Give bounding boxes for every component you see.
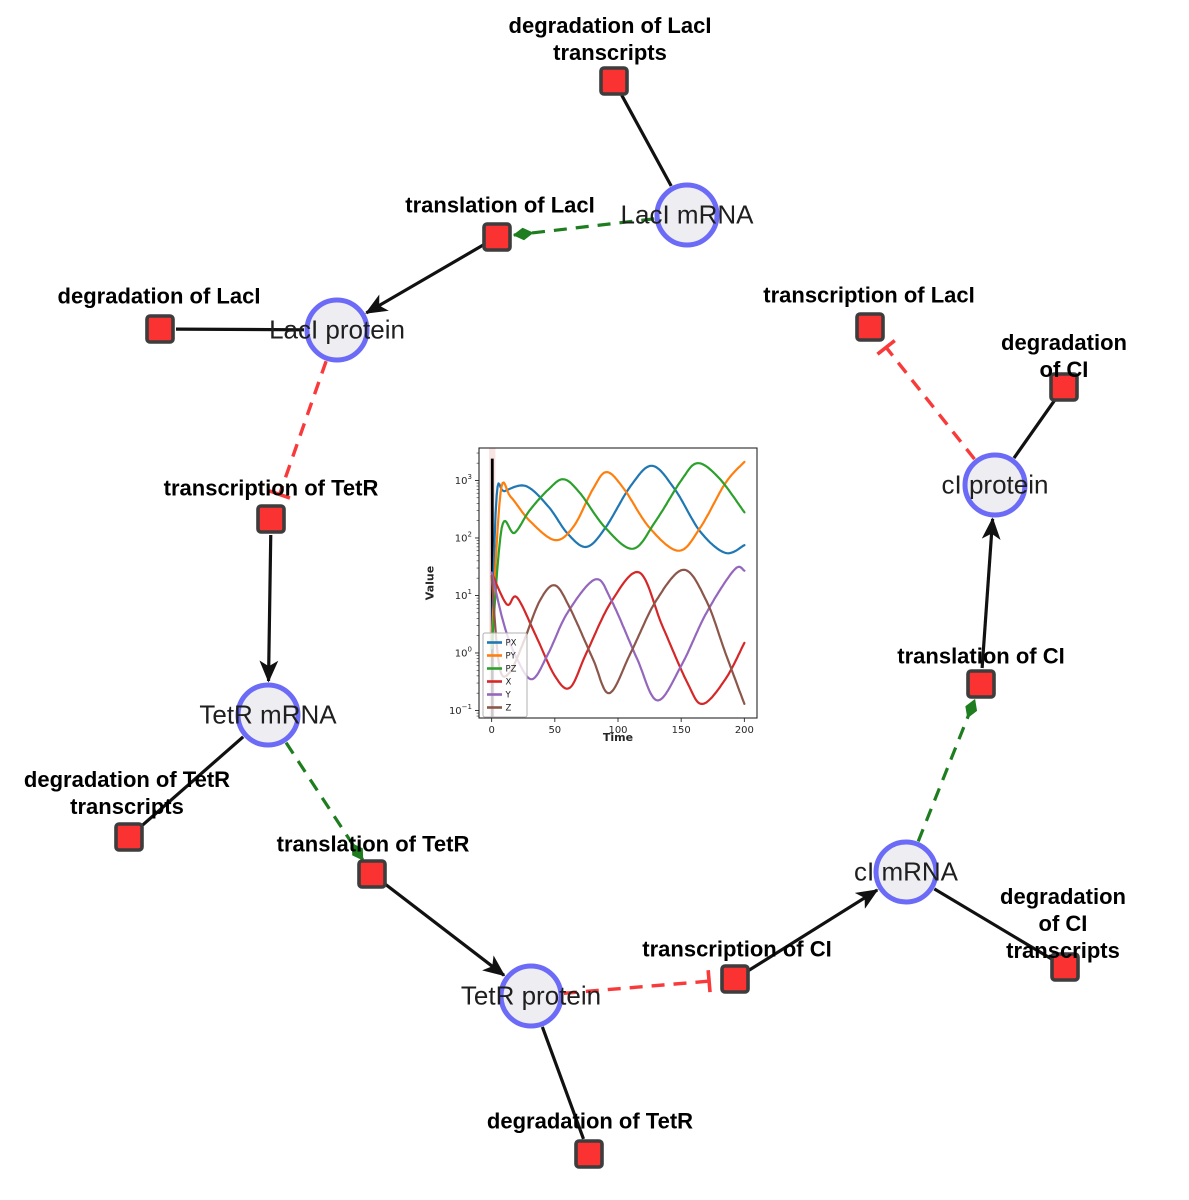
legend-label-PX: PX bbox=[506, 639, 517, 649]
legend-label-PZ: PZ bbox=[506, 665, 517, 675]
svg-text:103: 103 bbox=[455, 473, 472, 487]
reaction-node-translation-laci[interactable] bbox=[482, 222, 512, 252]
node-layer bbox=[114, 66, 1080, 1169]
svg-text:50: 50 bbox=[548, 725, 561, 736]
reaction-node-deg-tetr-transcripts[interactable] bbox=[114, 822, 144, 852]
reaction-node-translation-tetr[interactable] bbox=[357, 859, 387, 889]
inhibition-tee-transcription-tetr bbox=[268, 489, 291, 500]
species-node-laci-protein[interactable] bbox=[304, 297, 370, 363]
simulation-inset-plot: 0 50 100 150 200 10−1 100 101 102 103 PX PY PZ X Y Z Ti… bbox=[424, 436, 769, 766]
edge-modifier-tetr-mrna-to-translation-tetr bbox=[284, 741, 365, 861]
species-node-laci-mrna[interactable] bbox=[654, 182, 720, 248]
species-node-ci-protein[interactable] bbox=[962, 452, 1028, 518]
edge-inhibition-laci-protein-to-transcription-tetr bbox=[277, 360, 328, 496]
series-line-X bbox=[490, 570, 746, 705]
species-node-ci-mrna[interactable] bbox=[873, 839, 939, 905]
edge-modifier-ci-mrna-to-translation-ci bbox=[916, 698, 978, 842]
reaction-node-transcription-laci[interactable] bbox=[855, 312, 885, 342]
reaction-node-deg-laci-transcripts[interactable] bbox=[599, 66, 629, 96]
edge-production-translation-laci-to-laci-protein bbox=[365, 243, 484, 315]
chart-canvas: 0 50 100 150 200 10−1 100 101 102 103 PX PY PZ XYZ bbox=[449, 447, 758, 736]
series-line-Y bbox=[490, 565, 746, 702]
series-line-Z bbox=[490, 568, 746, 705]
chart-xlabel: Time bbox=[602, 731, 634, 744]
edge-consumption-laci-protein-to-deg-laci bbox=[175, 327, 305, 332]
edge-inhibition-ci-protein-to-transcription-laci bbox=[884, 346, 976, 461]
edge-production-transcription-tetr-to-tetr-mrna bbox=[259, 534, 279, 683]
edge-production-transcription-ci-to-ci-mrna bbox=[747, 888, 879, 972]
species-node-tetr-protein[interactable] bbox=[498, 963, 564, 1029]
edge-consumption-ci-protein-to-deg-ci bbox=[1012, 399, 1057, 459]
reaction-node-translation-ci[interactable] bbox=[966, 669, 996, 699]
edge-inhibition-tetr-protein-to-transcription-ci bbox=[563, 979, 710, 995]
species-node-tetr-mrna[interactable] bbox=[235, 682, 301, 748]
svg-text:100: 100 bbox=[455, 645, 472, 659]
edge-modifier-laci-mrna-to-translation-laci bbox=[512, 217, 655, 241]
axis-tick-labels: 0 50 100 150 200 10−1 100 101 102 103 bbox=[449, 473, 754, 736]
edge-production-translation-tetr-to-tetr-protein bbox=[383, 882, 506, 977]
inhibition-tee-transcription-ci bbox=[706, 970, 712, 993]
reaction-node-transcription-tetr[interactable] bbox=[256, 504, 286, 534]
reaction-node-deg-ci[interactable] bbox=[1049, 372, 1079, 402]
svg-text:102: 102 bbox=[455, 530, 472, 544]
series-curves bbox=[490, 460, 746, 705]
reaction-node-deg-ci-transcripts[interactable] bbox=[1050, 952, 1080, 982]
series-line-PY bbox=[490, 460, 746, 644]
edge-consumption-ci-mrna-to-deg-ci-transcripts bbox=[933, 887, 1053, 961]
reaction-node-deg-tetr[interactable] bbox=[574, 1139, 604, 1169]
svg-text:101: 101 bbox=[455, 588, 472, 602]
svg-text:10−1: 10−1 bbox=[449, 703, 472, 717]
edge-consumption-tetr-protein-to-deg-tetr bbox=[540, 1026, 585, 1140]
svg-text:150: 150 bbox=[672, 725, 691, 736]
edge-layer bbox=[139, 94, 1057, 1140]
axis-ticks bbox=[475, 452, 745, 722]
reaction-node-deg-laci[interactable] bbox=[145, 314, 175, 344]
edge-consumption-tetr-mrna-to-deg-tetr-transcripts bbox=[139, 735, 245, 828]
legend-label-Y: Y bbox=[505, 691, 512, 701]
legend-label-PY: PY bbox=[506, 652, 517, 662]
legend-label-Z: Z bbox=[506, 704, 512, 714]
svg-text:0: 0 bbox=[488, 725, 494, 736]
reaction-node-transcription-ci[interactable] bbox=[720, 964, 750, 994]
edge-consumption-laci-mrna-to-deg-laci-transcripts bbox=[620, 94, 673, 187]
svg-text:100: 100 bbox=[608, 725, 627, 736]
series-line-PX bbox=[490, 464, 746, 644]
series-line-PZ bbox=[490, 462, 746, 650]
svg-text:200: 200 bbox=[735, 725, 754, 736]
inhibition-tee-transcription-laci bbox=[876, 339, 896, 356]
chart-ylabel: Value bbox=[423, 565, 437, 601]
legend-label-X: X bbox=[506, 678, 512, 688]
edge-production-translation-ci-to-ci-protein bbox=[980, 517, 1001, 669]
chart-legend: PX PY PZ XYZ bbox=[482, 632, 528, 718]
